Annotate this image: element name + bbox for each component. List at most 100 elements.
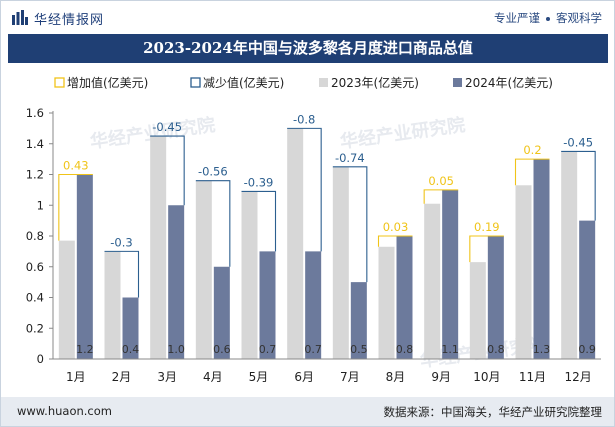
x-tick-label: 7月 xyxy=(340,370,360,384)
y-tick-label: 0.8 xyxy=(26,229,44,243)
change-label-9月: 0.05 xyxy=(428,174,454,188)
bar-2024-9月 xyxy=(442,189,459,359)
footer: www.huaon.com 数据来源：中国海关，华经产业研究院整理 xyxy=(1,397,614,426)
change-label-2月: -0.3 xyxy=(110,235,132,249)
bar-2024-2月 xyxy=(122,297,139,359)
watermark-2: 华经产业研究院 xyxy=(339,114,467,153)
change-label-3月: -0.45 xyxy=(152,120,182,134)
legend-label-3: 2023年(亿美元) xyxy=(331,75,419,90)
bar-2023-10月 xyxy=(469,262,486,359)
bar-2024-4月 xyxy=(213,266,230,359)
chart-title: 2023-2024年中国与波多黎各月度进口商品总值 xyxy=(8,34,608,63)
bar-value-label-1月: 1.2 xyxy=(76,343,94,356)
change-label-8月: 0.03 xyxy=(383,220,409,234)
change-label-5月: -0.39 xyxy=(244,175,274,189)
x-tick-label: 5月 xyxy=(249,370,269,384)
y-tick-label: 0 xyxy=(37,352,44,366)
tagline: 专业严谨 客观科学 xyxy=(494,10,602,26)
bar-2024-1月 xyxy=(76,174,93,359)
footer-source: 数据来源：中国海关，华经产业研究院整理 xyxy=(383,405,603,419)
bar-2024-10月 xyxy=(487,236,504,359)
bar-value-label-9月: 1.1 xyxy=(441,343,459,356)
change-bracket-6月 xyxy=(287,127,322,252)
bar-2023-2月 xyxy=(104,251,121,359)
change-label-4月: -0.56 xyxy=(198,165,228,179)
change-bracket-8月 xyxy=(377,235,413,247)
change-bracket-4月 xyxy=(195,180,231,267)
change-bracket-11月 xyxy=(514,158,550,186)
x-tick-label: 4月 xyxy=(203,370,223,384)
bar-2023-7月 xyxy=(332,166,349,359)
change-bracket-10月 xyxy=(469,235,504,263)
bar-2023-12月 xyxy=(561,151,578,359)
bar-value-label-4月: 0.6 xyxy=(213,343,231,356)
bar-2024-5月 xyxy=(259,251,276,359)
bar-2023-5月 xyxy=(241,191,258,359)
x-tick-label: 6月 xyxy=(294,370,314,384)
footer-website: www.huaon.com xyxy=(17,404,112,418)
change-bracket-9月 xyxy=(423,189,459,204)
bar-2023-8月 xyxy=(378,246,395,359)
x-tick-label: 11月 xyxy=(519,370,546,384)
brand-name: 华经情报网 xyxy=(34,13,105,28)
change-bracket-12月 xyxy=(561,150,596,221)
bar-2023-1月 xyxy=(58,240,75,359)
bar-2024-6月 xyxy=(305,251,322,359)
bar-value-label-6月: 0.7 xyxy=(304,343,322,356)
bar-value-label-5月: 0.7 xyxy=(259,343,277,356)
bar-2024-3月 xyxy=(168,205,185,359)
x-tick-label: 1月 xyxy=(66,370,86,384)
change-bracket-3月 xyxy=(150,135,185,206)
change-bracket-2月 xyxy=(104,250,140,298)
tagline-left: 专业严谨 xyxy=(494,11,540,25)
x-tick-label: 9月 xyxy=(431,370,451,384)
top-bar: 华经情报网 专业严谨 客观科学 xyxy=(1,1,614,34)
y-tick-label: 1.6 xyxy=(26,106,44,120)
change-bracket-1月 xyxy=(58,173,93,241)
bar-value-label-12月: 0.9 xyxy=(578,343,596,356)
bar-2023-9月 xyxy=(424,203,441,359)
x-tick-label: 10月 xyxy=(473,370,500,384)
legend-label-4: 2024年(亿美元) xyxy=(465,75,553,90)
bar-2023-6月 xyxy=(287,128,304,359)
y-tick-label: 1.4 xyxy=(26,137,44,151)
change-label-10月: 0.19 xyxy=(474,220,500,234)
y-tick-label: 0.2 xyxy=(26,321,44,335)
bar-chart: 华经产业研究院华经产业研究院华经产业研究院增加值(亿美元)减少值(亿美元)202… xyxy=(26,75,601,384)
bar-2023-4月 xyxy=(195,180,212,359)
y-tick-label: 1.2 xyxy=(26,168,44,182)
bar-logo-icon xyxy=(12,10,28,25)
change-label-12月: -0.45 xyxy=(563,135,593,149)
y-tick-label: 0.6 xyxy=(26,260,44,274)
legend-swatch-4 xyxy=(453,78,462,87)
legend-swatch-1 xyxy=(54,77,65,88)
change-bracket-5月 xyxy=(241,190,277,252)
bar-value-label-11月: 1.3 xyxy=(533,343,551,356)
legend-swatch-3 xyxy=(319,78,328,87)
bar-value-label-3月: 1.0 xyxy=(167,343,185,356)
change-label-1月: 0.43 xyxy=(63,159,89,173)
tagline-right: 客观科学 xyxy=(556,11,602,25)
bar-2023-11月 xyxy=(515,185,532,359)
bar-2024-7月 xyxy=(350,282,367,359)
bar-value-label-10月: 0.8 xyxy=(487,343,505,356)
bar-2024-12月 xyxy=(579,220,596,359)
x-tick-label: 12月 xyxy=(565,370,592,384)
bar-2024-11月 xyxy=(533,159,550,359)
bar-2024-8月 xyxy=(396,236,413,359)
tagline-dot-icon xyxy=(546,16,550,21)
y-tick-label: 0.4 xyxy=(26,291,44,305)
bar-value-label-7月: 0.5 xyxy=(350,343,368,356)
x-tick-label: 8月 xyxy=(386,370,406,384)
legend-label-2: 减少值(亿美元) xyxy=(203,75,284,90)
legend-swatch-2 xyxy=(190,77,201,88)
change-label-11月: 0.2 xyxy=(523,143,541,157)
bar-value-label-2月: 0.4 xyxy=(122,343,140,356)
change-label-6月: -0.8 xyxy=(293,112,315,126)
change-label-7月: -0.74 xyxy=(335,151,365,165)
change-bracket-7月 xyxy=(332,166,368,283)
bar-value-label-8月: 0.8 xyxy=(396,343,414,356)
bar-2023-3月 xyxy=(150,136,167,359)
y-tick-label: 1 xyxy=(37,198,44,212)
